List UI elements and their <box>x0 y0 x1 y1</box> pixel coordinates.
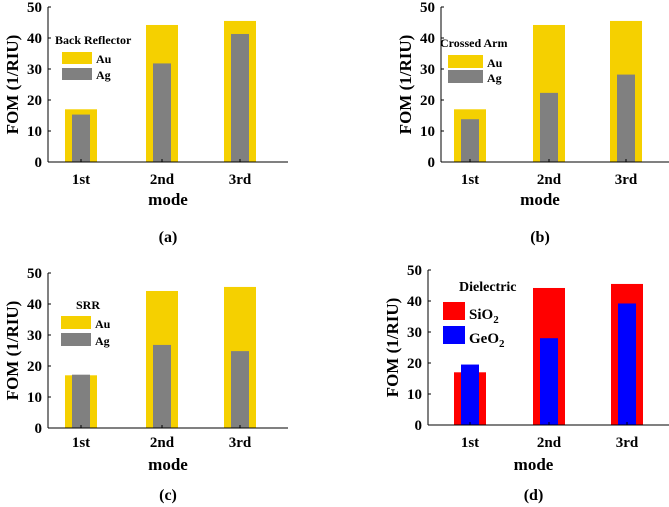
bar-ag-2nd <box>540 92 558 162</box>
y-tick-label: 0 <box>415 418 423 434</box>
y-tick-label: 30 <box>27 62 42 78</box>
y-tick-label: 20 <box>27 359 42 375</box>
chart-panel-1: 0 10 20 30 40 50 1st 2nd 3rd mode FOM (1/RIU) (b) Cr… <box>396 0 669 246</box>
y-tick-label: 10 <box>27 390 42 406</box>
y-axis-title: FOM (1/RIU) <box>383 298 402 398</box>
bar-ag-3rd <box>617 74 635 162</box>
y-tick-label: 50 <box>420 0 435 16</box>
x-tick-label: 2nd <box>150 435 175 451</box>
x-tick-label: 3rd <box>616 435 639 451</box>
legend-label-text: GeO <box>469 331 499 347</box>
y-tick-label: 20 <box>27 93 42 109</box>
legend-label-au: Au <box>96 52 112 66</box>
legend-label-text: Au <box>487 56 503 70</box>
legend-label-text: Au <box>96 52 112 66</box>
y-tick-label: 30 <box>27 328 42 344</box>
legend-label-au: Au <box>487 56 503 70</box>
x-tick-label: 1st <box>461 435 479 451</box>
bar-ag-1st <box>72 114 90 162</box>
y-axis-title: FOM (1/RIU) <box>396 35 415 135</box>
legend-swatch-ag <box>62 68 92 80</box>
x-tick-label: 3rd <box>615 172 638 188</box>
legend-label-ag: Ag <box>96 68 111 82</box>
y-axis-title: FOM (1/RIU) <box>3 35 22 135</box>
chart-panel-0: 0 10 20 30 40 50 1st 2nd 3rd mode FOM (1/RIU) (a) Ba… <box>3 0 288 246</box>
bar-geo-1st <box>461 364 479 425</box>
panel-caption: (c) <box>159 487 177 504</box>
y-tick-label: 30 <box>407 325 422 341</box>
x-tick-label: 1st <box>72 435 90 451</box>
legend-swatch-au <box>448 55 483 68</box>
legend-label-au: Au <box>95 317 111 331</box>
legend-title: SRR <box>76 298 100 312</box>
legend-label-text: SiO <box>469 307 493 323</box>
bar-geo-2nd <box>540 338 558 425</box>
legend-label-subscript: 2 <box>499 338 505 350</box>
legend-title: Crossed Arm <box>440 36 507 50</box>
y-tick-label: 0 <box>35 421 43 437</box>
x-tick-label: 1st <box>461 172 479 188</box>
chart-panel-2: 0 10 20 30 40 50 1st 2nd 3rd mode FOM (1/RIU) (c) SR… <box>3 266 288 504</box>
legend-swatch-au <box>61 316 91 329</box>
legend-title: Dielectric <box>459 280 517 295</box>
bar-ag-1st <box>72 374 90 428</box>
x-tick-label: 1st <box>72 172 90 188</box>
x-tick-label: 3rd <box>229 172 252 188</box>
bar-geo-3rd <box>618 303 636 425</box>
legend-label-geo: GeO2 <box>469 331 505 350</box>
y-tick-label: 40 <box>27 297 42 313</box>
legend-label-text: Au <box>95 317 111 331</box>
legend-swatch-sio <box>443 302 465 320</box>
bar-ag-1st <box>461 119 479 162</box>
legend-title: Back Reflector <box>55 33 132 47</box>
y-tick-label: 50 <box>27 0 42 16</box>
legend-swatch-ag <box>61 333 91 346</box>
bar-ag-3rd <box>231 33 249 162</box>
y-tick-label: 40 <box>27 31 42 47</box>
x-axis-title: mode <box>520 190 560 209</box>
x-tick-label: 2nd <box>537 435 562 451</box>
panel-caption: (b) <box>530 229 550 246</box>
y-tick-label: 50 <box>27 266 42 282</box>
legend-swatch-geo <box>443 326 465 344</box>
y-axis-title: FOM (1/RIU) <box>3 301 22 401</box>
legend-swatch-ag <box>448 70 483 83</box>
x-tick-label: 2nd <box>537 172 562 188</box>
legend-label-sio: SiO2 <box>469 307 499 326</box>
legend-label-subscript: 2 <box>493 314 499 326</box>
legend-label-text: Ag <box>487 71 502 85</box>
y-tick-label: 20 <box>420 93 435 109</box>
x-tick-label: 3rd <box>229 435 252 451</box>
y-tick-label: 0 <box>35 155 43 171</box>
x-axis-title: mode <box>514 455 554 474</box>
legend-label-ag: Ag <box>487 71 502 85</box>
x-axis-title: mode <box>148 455 188 474</box>
chart-panel-3: 0 10 20 30 40 50 1st 2nd 3rd mode FOM (1/RIU) (d) Di… <box>383 263 669 504</box>
legend-label-ag: Ag <box>95 334 110 348</box>
y-tick-label: 0 <box>428 155 436 171</box>
bar-ag-3rd <box>231 351 249 428</box>
y-tick-label: 20 <box>407 356 422 372</box>
x-axis-title: mode <box>148 190 188 209</box>
y-tick-label: 10 <box>407 387 422 403</box>
y-tick-label: 10 <box>420 124 435 140</box>
panel-caption: (d) <box>524 487 544 504</box>
y-tick-label: 40 <box>407 294 422 310</box>
y-tick-label: 50 <box>407 263 422 279</box>
legend-label-text: Ag <box>96 68 111 82</box>
legend-swatch-au <box>62 52 92 64</box>
bar-ag-2nd <box>153 63 171 162</box>
panel-caption: (a) <box>159 229 178 246</box>
legend-label-text: Ag <box>95 334 110 348</box>
x-tick-label: 2nd <box>150 172 175 188</box>
y-tick-label: 30 <box>420 62 435 78</box>
y-tick-label: 40 <box>420 31 435 47</box>
y-tick-label: 10 <box>27 124 42 140</box>
bar-ag-2nd <box>153 344 171 428</box>
